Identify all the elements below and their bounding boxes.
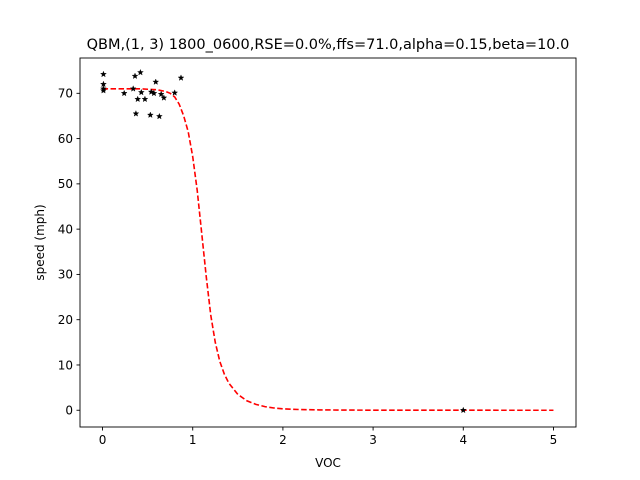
y-tick-label: 0 [65, 404, 73, 418]
x-axis-ticks: 0 1 2 3 4 5 [99, 427, 558, 447]
scatter-point [100, 87, 107, 94]
scatter-point [157, 90, 165, 98]
scatter-point [152, 78, 160, 85]
scatter-point [120, 89, 128, 97]
scatter-point [146, 111, 154, 118]
x-tick-label: 5 [550, 433, 558, 447]
scatter-point [171, 89, 179, 96]
scatter-point [137, 88, 145, 96]
y-tick-label: 10 [58, 358, 73, 372]
scatter-point [160, 94, 168, 101]
y-tick-label: 40 [58, 222, 73, 236]
scatter-point [155, 112, 163, 120]
scatter-point [137, 68, 144, 76]
scatter-point [134, 95, 142, 103]
x-tick-label: 0 [99, 433, 107, 447]
x-tick-label: 2 [279, 433, 287, 447]
y-tick-label: 50 [58, 177, 73, 191]
y-tick-label: 20 [58, 313, 73, 327]
scatter-point [141, 95, 149, 103]
scatter-point [129, 85, 137, 92]
x-tick-label: 1 [189, 433, 197, 447]
y-tick-label: 30 [58, 268, 73, 282]
y-axis-label: speed (mph) [33, 204, 47, 280]
scatter-point [150, 89, 158, 97]
x-tick-label: 4 [459, 433, 467, 447]
y-tick-label: 70 [58, 87, 73, 101]
y-axis-ticks: 0 10 20 30 40 50 60 70 [58, 87, 80, 418]
scatter-point [147, 88, 155, 95]
x-tick-label: 3 [369, 433, 377, 447]
fit-line [102, 87, 554, 412]
scatter-point [100, 70, 107, 78]
fit-line-layer [102, 87, 554, 412]
plot-area [100, 68, 554, 414]
chart-title: QBM,(1, 3) 1800_0600,RSE=0.0%,ffs=71.0,a… [87, 37, 570, 53]
x-axis-label: VOC [315, 456, 341, 470]
axes-frame [79, 57, 577, 428]
scatter-point [132, 110, 140, 117]
y-tick-label: 60 [58, 132, 73, 146]
scatter-points [100, 68, 467, 414]
scatter-point [131, 72, 139, 80]
scatter-point [177, 74, 185, 81]
scatter-point [459, 406, 467, 414]
